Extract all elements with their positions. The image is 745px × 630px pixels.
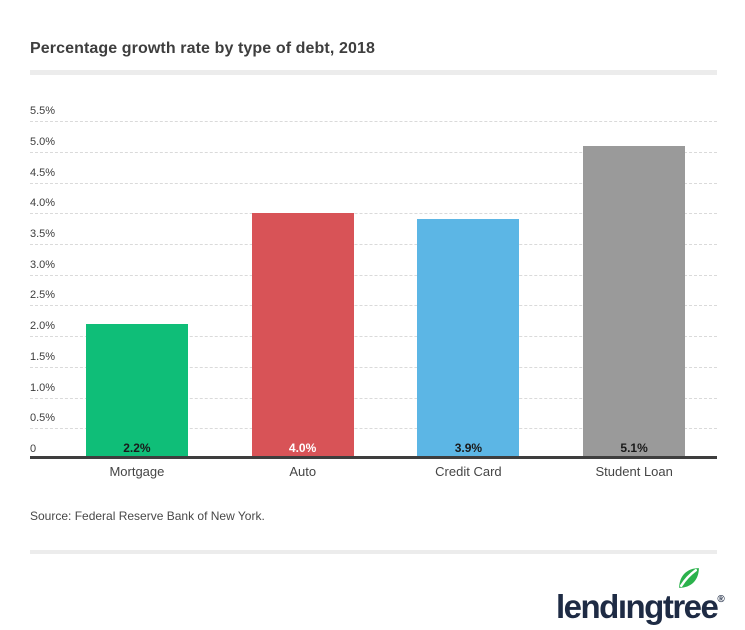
bar-value-label: 2.2%	[123, 441, 151, 455]
bar-chart: 0 0.5% 1.0% 1.5% 2.0% 2.5% 3.0% 3.5% 4.0% 4.5% 5.0…	[30, 105, 717, 479]
x-axis-line	[30, 456, 717, 459]
gridline	[30, 397, 717, 399]
y-tick-label: 0	[30, 443, 37, 455]
gridline	[30, 182, 717, 184]
gridline	[30, 428, 717, 430]
y-tick-label: 2.0%	[30, 320, 56, 333]
y-tick-label: 1.5%	[30, 350, 56, 363]
y-tick-label: 5.5%	[30, 105, 56, 117]
bar-value-label: 4.0%	[288, 441, 317, 455]
x-tick-label: Student Loan	[595, 464, 673, 479]
y-tick-label: 1.0%	[30, 381, 56, 394]
gridline	[30, 213, 717, 215]
footer-divider	[30, 550, 717, 554]
gridline	[30, 151, 717, 153]
x-tick-label: Auto	[289, 464, 317, 479]
x-tick-label: Credit Card	[435, 464, 502, 479]
y-tick-label: 0.5%	[30, 412, 56, 425]
chart-title: Percentage growth rate by type of debt, …	[30, 40, 375, 57]
source-note: Source: Federal Reserve Bank of New York…	[30, 509, 265, 523]
bar-credit-card	[417, 219, 520, 457]
bar-value-label: 3.9%	[454, 441, 483, 455]
x-tick-label: Mortgage	[109, 464, 165, 479]
bar-mortgage	[85, 323, 188, 457]
bar-auto	[251, 213, 354, 457]
gridline	[30, 243, 717, 245]
y-tick-label: 3.5%	[30, 227, 56, 240]
bar-student-loan	[583, 145, 686, 457]
lendingtree-logo-text: lendı ngtree®	[556, 568, 725, 623]
lendingtree-logo: lendı ngtree®	[556, 568, 726, 625]
y-tick-label: 3.0%	[30, 258, 56, 271]
gridline	[30, 305, 717, 307]
y-tick-label: 2.5%	[30, 289, 56, 302]
gridline	[30, 366, 717, 368]
gridline	[30, 121, 717, 122]
leaf-icon	[678, 568, 699, 588]
y-tick-label: 5.0%	[30, 135, 56, 148]
y-tick-label: 4.0%	[30, 197, 56, 210]
bar-value-label: 5.1%	[620, 441, 648, 455]
gridline	[30, 336, 717, 338]
y-tick-label: 4.5%	[30, 166, 56, 179]
title-divider	[30, 70, 717, 75]
gridline	[30, 274, 717, 276]
